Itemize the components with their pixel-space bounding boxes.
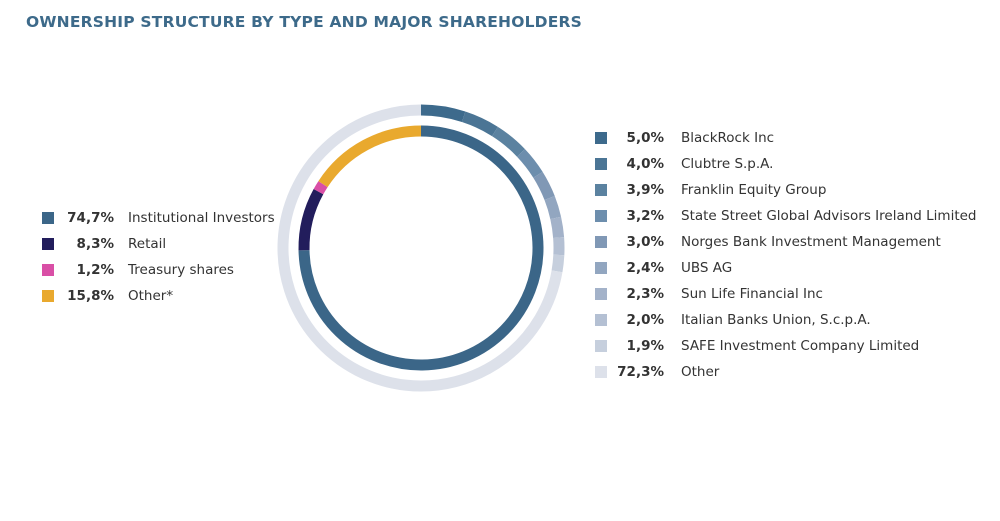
shareholder-legend-item: 5,0% BlackRock Inc [595, 125, 977, 151]
ownership-legend-label: Treasury shares [128, 262, 234, 278]
shareholder-legend-swatch [595, 210, 607, 222]
shareholder-legend-item: 2,4% UBS AG [595, 255, 977, 281]
ownership-legend-value: 1,2% [76, 262, 114, 278]
shareholder-legend-value: 1,9% [626, 338, 664, 354]
ownership-legend-swatch [42, 212, 54, 224]
shareholder-legend-label: State Street Global Advisors Ireland Lim… [681, 208, 977, 224]
outer-ring-slice-clubtre-s-p-a [461, 111, 498, 137]
outer-ring-slice-state-street-global-advisors-ireland-limited [516, 149, 543, 178]
shareholder-legend-label: BlackRock Inc [681, 130, 775, 146]
ownership-legend-item: 15,8% Other* [42, 283, 275, 309]
shareholder-legend-item: 3,0% Norges Bank Investment Management [595, 229, 977, 255]
shareholder-legend-swatch [595, 288, 607, 300]
ownership-legend-label: Retail [128, 236, 167, 252]
ownership-legend-swatch [42, 238, 54, 250]
shareholder-legend-value: 2,3% [626, 286, 664, 302]
shareholder-legend-item: 2,0% Italian Banks Union, S.c.p.A. [595, 307, 977, 333]
ownership-legend-item: 8,3% Retail [42, 231, 275, 257]
shareholder-legend-label: UBS AG [681, 260, 733, 276]
shareholder-legend-value: 3,9% [626, 182, 664, 198]
shareholder-legend-label: Clubtre S.p.A. [681, 156, 774, 172]
shareholder-legend-item: 72,3% Other [595, 359, 977, 385]
ownership-legend-swatch [42, 264, 54, 276]
shareholder-legend-value: 3,2% [626, 208, 664, 224]
ownership-legend-swatch [42, 290, 54, 302]
legend-ownership-type: 74,7% Institutional Investors 8,3% Retail 1,… [42, 205, 275, 309]
shareholder-legend-item: 4,0% Clubtre S.p.A. [595, 151, 977, 177]
shareholder-legend-label: Other [681, 364, 720, 380]
ownership-legend-value: 74,7% [67, 210, 114, 226]
legend-major-shareholders: 5,0% BlackRock Inc 4,0% Clubtre S.p.A. 3,9% F… [595, 125, 977, 385]
inner-ring-slice-other [318, 125, 422, 188]
shareholder-legend-label: SAFE Investment Company Limited [681, 338, 920, 354]
shareholder-legend-label: Norges Bank Investment Management [681, 234, 941, 250]
shareholder-legend-label: Italian Banks Union, S.c.p.A. [681, 312, 871, 328]
shareholder-legend-item: 1,9% SAFE Investment Company Limited [595, 333, 977, 359]
outer-ring-slice-ubs-ag [544, 196, 562, 220]
ownership-legend-item: 74,7% Institutional Investors [42, 205, 275, 231]
inner-ring-slice-institutional-investors [298, 125, 544, 371]
shareholder-legend-item: 2,3% Sun Life Financial Inc [595, 281, 977, 307]
shareholder-legend-item: 3,9% Franklin Equity Group [595, 177, 977, 203]
outer-ring-slice-franklin-equity-group [491, 126, 525, 157]
shareholder-legend-swatch [595, 314, 607, 326]
ownership-legend-label: Other* [128, 288, 174, 304]
shareholder-legend-swatch [595, 366, 607, 378]
shareholder-legend-swatch [595, 132, 607, 144]
shareholder-legend-item: 3,2% State Street Global Advisors Ireland… [595, 203, 977, 229]
shareholder-legend-label: Franklin Equity Group [681, 182, 827, 198]
shareholder-legend-value: 3,0% [626, 234, 664, 250]
shareholder-legend-swatch [595, 340, 607, 352]
outer-ring-slice-sun-life-financial-inc [550, 216, 565, 239]
shareholder-legend-swatch [595, 184, 607, 196]
outer-ring-slice-norges-bank-investment-management [533, 171, 555, 201]
ownership-legend-value: 8,3% [76, 236, 114, 252]
outer-ring-slice-blackrock-inc [420, 104, 466, 123]
outer-ring-slice-other [277, 104, 563, 392]
shareholder-legend-value: 5,0% [626, 130, 664, 146]
ownership-legend-label: Institutional Investors [128, 210, 275, 226]
ownership-legend-item: 1,2% Treasury shares [42, 257, 275, 283]
shareholder-legend-swatch [595, 262, 607, 274]
chart-title: OWNERSHIP STRUCTURE BY TYPE AND MAJOR SH… [26, 13, 583, 31]
ownership-legend-value: 15,8% [67, 288, 114, 304]
shareholder-legend-swatch [595, 236, 607, 248]
outer-ring-slice-safe-investment-company-limited [551, 254, 565, 273]
shareholder-legend-value: 4,0% [626, 156, 664, 172]
shareholder-legend-value: 2,4% [626, 260, 664, 276]
shareholder-legend-swatch [595, 158, 607, 170]
inner-ring-slice-treasury-shares [313, 181, 328, 195]
shareholder-legend-value: 2,0% [626, 312, 664, 328]
inner-ring-slice-retail [298, 188, 324, 251]
shareholder-legend-value: 72,3% [617, 364, 664, 380]
shareholder-legend-label: Sun Life Financial Inc [681, 286, 823, 302]
